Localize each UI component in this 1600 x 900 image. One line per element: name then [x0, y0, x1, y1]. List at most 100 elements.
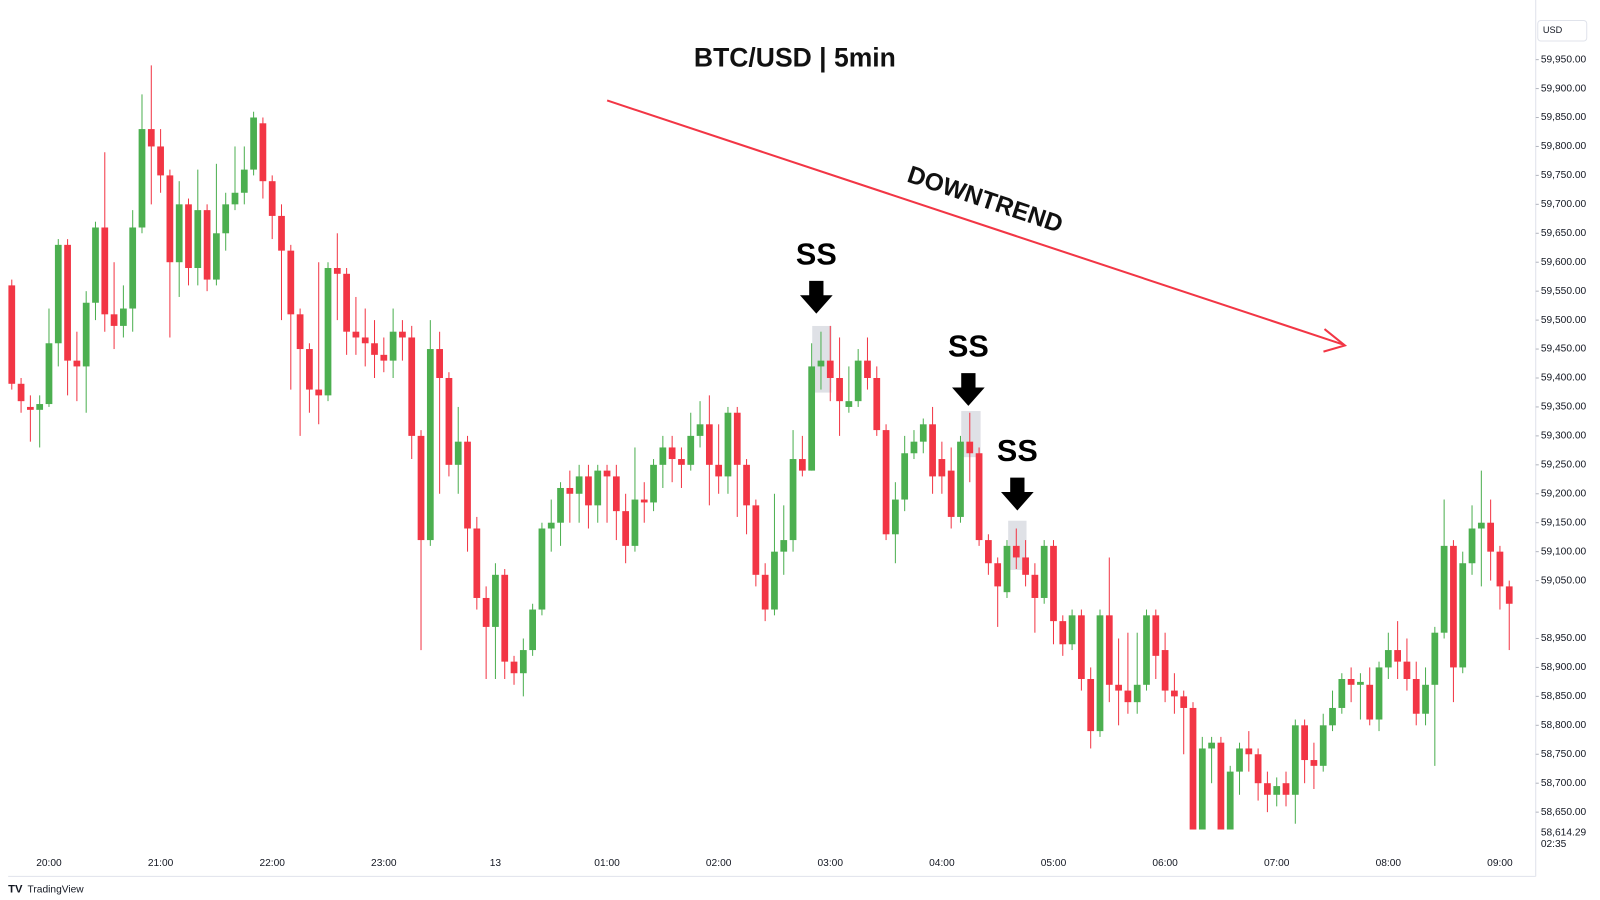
candle-body [798, 459, 806, 471]
annotation-arrow [1001, 477, 1034, 511]
y-tick-label: 58,850.00 [1541, 691, 1587, 702]
candle-body [222, 204, 230, 234]
candle-body [1329, 707, 1336, 726]
candle-body [352, 331, 360, 338]
candle-body [8, 285, 16, 384]
candle-body [454, 441, 462, 465]
candle-body [650, 464, 657, 503]
price-tag-timer: 02:35 [1541, 839, 1567, 850]
x-tick-label: 04:00 [929, 858, 955, 869]
candle-body [361, 337, 369, 344]
y-tick-label: 59,250.00 [1541, 460, 1587, 471]
candle-body [994, 563, 1002, 587]
candle-body [1115, 684, 1122, 691]
candle-body [622, 511, 630, 546]
candle-body [492, 574, 499, 627]
candle-body [315, 389, 323, 396]
candle-body [1375, 667, 1383, 720]
x-tick-label: 01:00 [594, 858, 620, 869]
candle-body [1180, 696, 1188, 708]
candle-body [1477, 522, 1485, 529]
candle-body [1310, 760, 1318, 766]
candle-body [1236, 748, 1243, 772]
candle-body [464, 441, 471, 529]
candle-body [1050, 545, 1057, 622]
candle-body [1254, 754, 1262, 784]
candle-body [966, 441, 974, 454]
candle-body [566, 487, 574, 494]
candle-body [659, 447, 667, 465]
candle-body [426, 349, 434, 541]
candle-body [120, 308, 127, 326]
candle-body [668, 447, 676, 460]
candle-body [519, 650, 527, 674]
y-tick-label: 59,450.00 [1541, 344, 1587, 355]
candle-body [585, 476, 592, 506]
y-tick-label: 59,550.00 [1541, 286, 1587, 297]
candle-body [92, 227, 99, 303]
candle-body [231, 192, 239, 205]
candle-body [1105, 615, 1113, 685]
candle-body [743, 464, 750, 506]
y-tick-label: 59,700.00 [1541, 199, 1587, 210]
candle-body [761, 574, 769, 610]
candle-body [1319, 725, 1327, 766]
candle-body [1161, 650, 1169, 691]
candle-body [575, 476, 583, 494]
candle-body [147, 129, 155, 147]
candle-body [1403, 661, 1411, 680]
candle-body [1003, 545, 1011, 593]
currency-box [1537, 19, 1588, 42]
y-tick-label: 58,750.00 [1541, 749, 1587, 760]
candle-body [724, 412, 732, 477]
y-tick-label: 59,650.00 [1541, 228, 1587, 239]
x-tick-label: 22:00 [259, 858, 285, 869]
y-tick-label: 59,050.00 [1541, 575, 1587, 586]
y-tick-label: 59,350.00 [1541, 402, 1587, 413]
y-tick-label: 58,900.00 [1541, 662, 1587, 673]
candle-body [752, 505, 760, 575]
candle-body [771, 551, 778, 610]
y-tick-label: 59,850.00 [1541, 112, 1587, 123]
candle-body [1264, 783, 1271, 795]
x-tick-label: 07:00 [1264, 858, 1290, 869]
candle-body [185, 204, 192, 269]
candle-body [733, 412, 741, 465]
y-tick-label: 59,500.00 [1541, 315, 1587, 326]
candle-body [938, 459, 946, 477]
candle-body [789, 459, 797, 541]
y-tick-label: 59,750.00 [1541, 170, 1587, 181]
candle-body [445, 377, 453, 465]
highlight-box [812, 325, 832, 393]
candle-body [901, 453, 909, 500]
candle-body [138, 129, 146, 228]
candle-body [678, 459, 685, 465]
candle-body [1226, 771, 1234, 830]
candle-body [1152, 615, 1160, 656]
y-tick-label: 59,800.00 [1541, 141, 1587, 152]
candle-body [1217, 742, 1225, 830]
candle-body [380, 354, 388, 361]
candle-body [910, 441, 918, 454]
x-tick-label: 23:00 [371, 858, 397, 869]
candle-body [1468, 528, 1476, 564]
y-tick-label: 58,700.00 [1541, 778, 1587, 789]
candle-body [696, 424, 704, 436]
brand-logo: TV [8, 884, 23, 896]
candle-body [333, 268, 341, 274]
candle-body [817, 360, 825, 367]
candle-body [389, 331, 397, 361]
y-tick-label: 59,150.00 [1541, 517, 1587, 528]
candle-body [1068, 615, 1076, 645]
candle-body [1171, 690, 1178, 697]
candle-body [482, 597, 490, 627]
candle-body [631, 499, 639, 546]
candle-body [1487, 522, 1495, 552]
candle-body [399, 331, 406, 338]
candle-body [985, 540, 992, 564]
y-tick-label: 58,650.00 [1541, 807, 1587, 818]
candle-body [473, 528, 481, 598]
candle-body [1273, 786, 1281, 795]
brand-text: TradingView [28, 884, 85, 895]
